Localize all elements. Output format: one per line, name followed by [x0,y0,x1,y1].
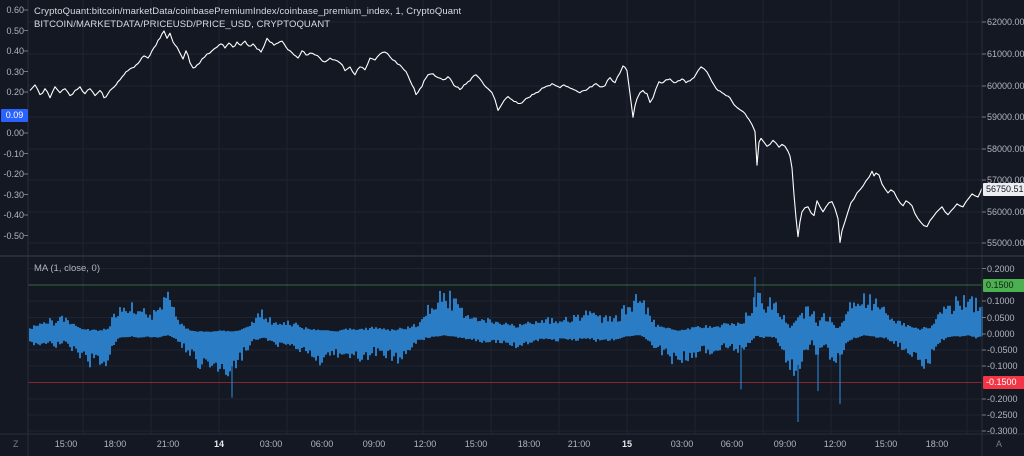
indicator-axis-tick: -0.2500 [987,410,1018,420]
right-axis-tick: 59000.00 [987,112,1024,122]
right-axis-tick: 55000.00 [987,238,1024,248]
indicator-axis-tick: -0.3000 [987,426,1018,436]
indicator-axis-tick: -0.2000 [987,394,1018,404]
left-axis-tick: 0.40 [6,46,24,56]
time-axis-tick: 15:00 [54,439,78,449]
left-axis-tick: -0.10 [3,148,24,159]
auto-scale-button[interactable]: A [996,439,1003,449]
time-axis-tick: 21:00 [567,439,591,449]
time-axis-tick: 12:00 [823,439,847,449]
secondary-series-title[interactable]: BITCOIN/MARKETDATA/PRICEUSD/PRICE_USD, C… [34,19,331,30]
lower-level-label: -0.1500 [983,376,1024,389]
time-axis-tick: 21:00 [156,439,180,449]
time-axis-tick: 18:00 [517,439,541,449]
time-axis-tick: 15:00 [464,439,488,449]
left-axis-tick: -0.50 [3,230,24,241]
time-axis-tick: 06:00 [720,439,744,449]
time-axis-tick: 12:00 [413,439,437,449]
left-axis-tick: -0.20 [3,169,24,179]
left-axis-tick: 0.20 [6,87,24,97]
time-axis-tick: 15 [621,439,632,449]
right-axis-tick: 60000.00 [987,81,1024,91]
price-last-value-label: 56750.51 [983,182,1024,196]
indicator-axis-tick: -0.0500 [987,345,1018,355]
time-axis-tick: 03:00 [670,439,694,449]
right-axis-tick: 62000.00 [987,17,1024,27]
time-axis-tick: 15:00 [874,439,898,449]
time-axis-tick: 06:00 [310,439,334,449]
indicator-axis-tick: 0.2000 [987,263,1015,274]
time-axis-tick: 03:00 [259,439,283,449]
left-axis-tick: -0.40 [3,210,24,220]
left-axis-tick: 0.00 [6,128,24,138]
legend: CryptoQuant:bitcoin/marketData/coinbaseP… [34,5,461,31]
right-axis-tick: 58000.00 [987,144,1024,154]
indicator-axis-tick: 0.0000 [987,329,1015,339]
indicator-label[interactable]: MA (1, close, 0) [34,263,100,274]
timezone-label: Z [13,439,19,449]
time-axis-tick: 09:00 [362,439,386,449]
time-axis-tick: 09:00 [773,439,797,449]
time-axis-tick: 18:00 [103,439,127,449]
premium-index-histogram [29,290,983,377]
left-axis-tick: -0.30 [3,189,24,200]
indicator-axis-tick: 0.1000 [987,296,1015,306]
indicator-axis-tick: 0.0500 [987,312,1015,323]
left-axis-tick: 0.50 [6,25,24,36]
price-line [29,30,983,243]
indicator-axis-tick: -0.1000 [987,361,1018,371]
premium-index-last-value-label: 0.09 [1,109,28,122]
upper-level-label: 0.1500 [983,278,1024,292]
time-axis-tick: 18:00 [925,439,949,449]
left-axis-tick: 0.60 [6,5,24,15]
right-axis-tick: 61000.00 [987,49,1024,59]
left-axis-tick: 0.30 [6,66,24,77]
main-series-title[interactable]: CryptoQuant:bitcoin/marketData/coinbaseP… [34,6,462,17]
right-axis-tick: 56000.00 [987,207,1024,217]
right-axis-tick: 57000.00 [987,175,1024,185]
histogram-spikes [231,276,841,422]
time-axis-tick: 14 [213,439,224,449]
